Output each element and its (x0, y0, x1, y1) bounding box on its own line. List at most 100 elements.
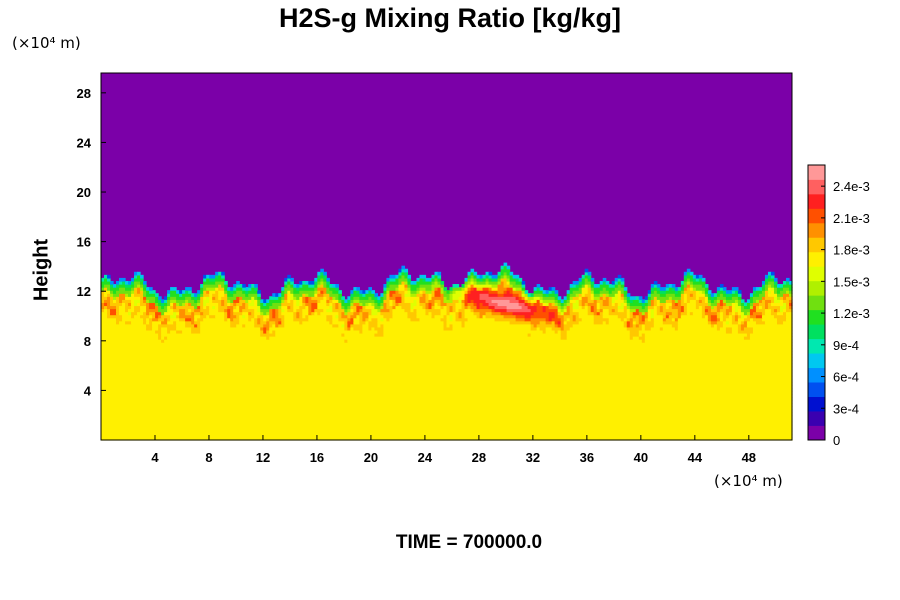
heatmap-cell (437, 271, 442, 276)
heatmap-cell (272, 293, 276, 297)
heatmap-cell (680, 290, 685, 294)
heatmap-cell (407, 287, 412, 291)
heatmap-cell (644, 332, 748, 337)
heatmap-cell (341, 323, 345, 328)
heatmap-cell (647, 314, 652, 319)
heatmap-cell (410, 317, 421, 322)
heatmap-cell (107, 314, 123, 319)
heatmap-cell (233, 293, 246, 297)
heatmap-cell (737, 308, 742, 313)
heatmap-cell (107, 305, 117, 310)
heatmap-cell (620, 293, 625, 297)
heatmap-cell (392, 311, 409, 316)
heatmap-cell (365, 320, 369, 325)
heatmap-cell (587, 302, 598, 307)
heatmap-cell (530, 308, 538, 313)
heatmap-cell (317, 293, 324, 297)
heatmap-cell (200, 290, 204, 294)
heatmap-cell (353, 311, 360, 316)
heatmap-cell (680, 299, 685, 303)
heatmap-cell (467, 305, 472, 310)
heatmap-cell (365, 293, 375, 297)
heatmap-cell (566, 305, 571, 310)
heatmap-cell (740, 308, 751, 313)
heatmap-cell (317, 287, 327, 291)
heatmap-cell (137, 287, 141, 291)
heatmap-cell (362, 308, 372, 313)
heatmap-cell (494, 305, 508, 310)
heatmap-cell (509, 280, 517, 285)
heatmap-cell (254, 317, 258, 322)
heatmap-cell (401, 293, 406, 297)
heatmap-cell (383, 290, 388, 294)
heatmap-cell (701, 299, 706, 303)
heatmap-cell (488, 302, 499, 307)
heatmap-cell (704, 296, 709, 300)
heatmap-cell (203, 274, 207, 279)
heatmap-cell (101, 436, 793, 441)
heatmap-cell (737, 314, 742, 319)
heatmap-cell (470, 299, 475, 303)
heatmap-cell (329, 302, 333, 307)
heatmap-cell (521, 280, 526, 285)
heatmap-cell (248, 302, 255, 307)
heatmap-cell (590, 296, 595, 300)
heatmap-cell (479, 305, 490, 310)
heatmap-cell (299, 299, 303, 303)
heatmap-cell (392, 299, 397, 303)
heatmap-cell (611, 290, 619, 294)
heatmap-cell (599, 302, 604, 307)
heatmap-cell (230, 287, 234, 291)
heatmap-cell (707, 320, 712, 325)
heatmap-cell (317, 271, 321, 276)
heatmap-cell (302, 302, 306, 307)
heatmap-cell (317, 299, 321, 303)
heatmap-cell (164, 296, 168, 300)
heatmap-cell (524, 293, 529, 297)
heatmap-cell (650, 317, 655, 322)
heatmap-cell (542, 302, 547, 307)
heatmap-cell (101, 418, 793, 423)
heatmap-cell (533, 302, 541, 307)
heatmap-cell (614, 308, 619, 313)
heatmap-cell (188, 290, 192, 294)
heatmap-cell (425, 311, 430, 316)
heatmap-cell (323, 308, 327, 313)
heatmap-cell (209, 305, 213, 310)
heatmap-cell (596, 308, 601, 313)
heatmap-cell (722, 299, 727, 303)
heatmap-cell (251, 296, 255, 300)
heatmap-cell (446, 317, 451, 322)
heatmap-cell (728, 311, 733, 316)
heatmap-cell (665, 290, 676, 294)
heatmap-cell (746, 332, 751, 337)
heatmap-cell (680, 280, 685, 285)
heatmap-cell (542, 299, 556, 303)
heatmap-cell (194, 305, 198, 310)
heatmap-cell (554, 290, 559, 294)
heatmap-cell (701, 290, 706, 294)
x-tick-label: 4 (151, 450, 159, 465)
heatmap-cell (701, 311, 706, 316)
heatmap-cell (554, 320, 559, 325)
heatmap-cell (116, 284, 120, 288)
heatmap-cell (722, 317, 727, 322)
heatmap-cell (614, 280, 619, 285)
heatmap-cell (680, 296, 685, 300)
heatmap-cell (713, 293, 718, 297)
heatmap-cell (149, 290, 156, 294)
heatmap-cell (461, 293, 466, 297)
heatmap-cell (272, 311, 276, 316)
heatmap-cell (302, 311, 309, 316)
heatmap-cell (473, 284, 478, 288)
heatmap-cell (113, 290, 117, 294)
heatmap-cell (683, 305, 688, 310)
heatmap-cell (455, 314, 460, 319)
heatmap-cell (722, 323, 739, 328)
heatmap-cell (452, 293, 463, 297)
heatmap-cell (176, 326, 192, 331)
heatmap-cell (284, 308, 288, 313)
heatmap-cell (263, 317, 267, 322)
heatmap-cell (470, 280, 475, 285)
heatmap-cell (230, 290, 234, 294)
